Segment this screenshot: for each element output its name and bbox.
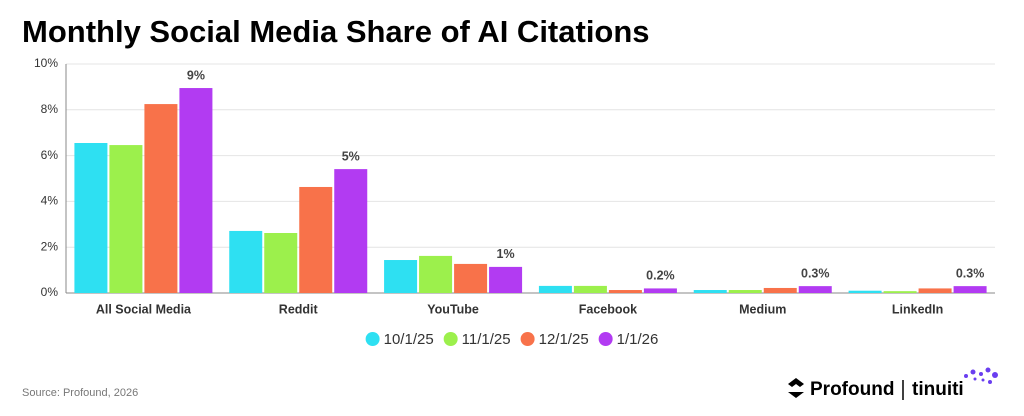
bar bbox=[264, 233, 298, 293]
bar bbox=[109, 145, 143, 293]
legend-label: 12/1/25 bbox=[539, 331, 589, 348]
legend-marker bbox=[520, 332, 535, 346]
x-tick-label: Medium bbox=[739, 302, 786, 316]
bar bbox=[299, 186, 333, 293]
y-tick-label: 4% bbox=[41, 194, 59, 208]
bar bbox=[489, 266, 523, 293]
partner-icon bbox=[964, 367, 998, 384]
data-label: 1% bbox=[497, 247, 515, 261]
source-note: Source: Profound, 2026 bbox=[22, 387, 138, 399]
bar bbox=[144, 104, 178, 293]
y-tick-label: 6% bbox=[41, 148, 59, 162]
legend-label: 11/1/25 bbox=[462, 331, 511, 348]
bar bbox=[798, 286, 832, 293]
bar bbox=[883, 291, 917, 293]
bar bbox=[334, 169, 368, 293]
y-tick-label: 2% bbox=[41, 239, 59, 253]
y-tick-label: 0% bbox=[41, 285, 59, 299]
legend-marker bbox=[443, 332, 458, 346]
data-label: 0.3% bbox=[956, 266, 985, 280]
brand-icon bbox=[788, 378, 804, 398]
legend-label: 10/1/25 bbox=[384, 331, 434, 348]
bar bbox=[384, 260, 418, 293]
bar bbox=[693, 290, 727, 293]
bar bbox=[953, 286, 987, 293]
x-tick-label: YouTube bbox=[427, 302, 479, 316]
x-tick-label: Facebook bbox=[579, 302, 637, 316]
legend-marker bbox=[365, 332, 380, 346]
legend-marker bbox=[598, 332, 613, 346]
brand-logo: Profound bbox=[810, 379, 894, 400]
bar bbox=[608, 290, 642, 293]
bar bbox=[229, 230, 263, 293]
bar bbox=[763, 287, 797, 293]
bar bbox=[538, 285, 572, 293]
bar bbox=[419, 255, 453, 293]
x-tick-label: Reddit bbox=[279, 302, 319, 316]
partner-logo: tinuiti bbox=[912, 379, 964, 400]
data-label: 0.3% bbox=[801, 266, 830, 280]
x-tick-label: LinkedIn bbox=[892, 302, 943, 316]
data-label: 9% bbox=[187, 68, 205, 82]
bar bbox=[179, 88, 213, 293]
y-tick-label: 8% bbox=[41, 102, 59, 116]
bar bbox=[573, 285, 607, 293]
data-label: 0.2% bbox=[646, 269, 675, 283]
x-tick-label: All Social Media bbox=[96, 302, 192, 316]
bar bbox=[74, 143, 108, 293]
bar bbox=[918, 288, 952, 293]
bar bbox=[728, 290, 762, 293]
bar bbox=[848, 290, 882, 293]
bar bbox=[454, 263, 488, 293]
y-tick-label: 10% bbox=[34, 56, 58, 70]
data-label: 5% bbox=[342, 149, 360, 163]
chart-title: Monthly Social Media Share of AI Citatio… bbox=[22, 14, 650, 49]
legend-label: 1/1/26 bbox=[617, 331, 659, 348]
bar bbox=[643, 288, 677, 293]
